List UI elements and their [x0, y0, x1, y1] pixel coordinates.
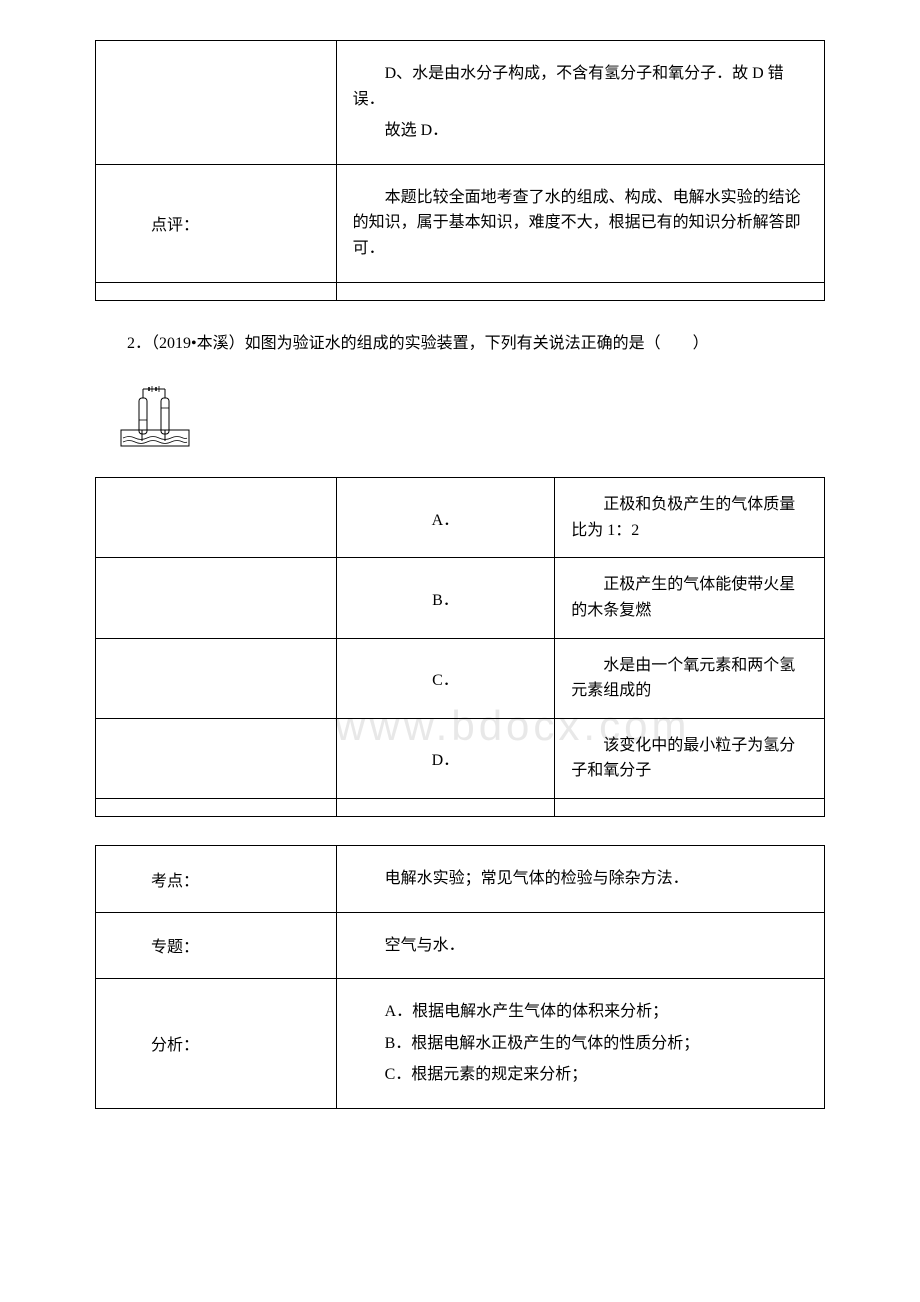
analysis-c-text: C．根据元素的规定来分析；: [353, 1062, 808, 1088]
exam-point-content: 电解水实验；常见气体的检验与除杂方法．: [336, 845, 824, 912]
table1-row2-content: 本题比较全面地考查了水的组成、构成、电解水实验的结论的知识，属于基本知识，难度不…: [336, 164, 824, 282]
exam-point-text: 电解水实验；常见气体的检验与除杂方法．: [353, 866, 808, 892]
empty-cell: [555, 798, 825, 816]
analysis-content: A．根据电解水产生气体的体积来分析； B．根据电解水正极产生的气体的性质分析； …: [336, 979, 824, 1109]
option-b-letter: B．: [336, 558, 555, 638]
option-d-letter: D．: [336, 718, 555, 798]
exam-point-label: 考点：: [96, 845, 337, 912]
option-c-spacer: [96, 638, 337, 718]
options-table: A． 正极和负极产生的气体质量比为 1：2 B． 正极产生的气体能使带火星的木条…: [95, 477, 825, 817]
option-d-text-cell: 该变化中的最小粒子为氢分子和氧分子: [555, 718, 825, 798]
option-a-text: 正极和负极产生的气体质量比为 1：2: [571, 492, 808, 543]
table1-row2-label: 点评：: [96, 164, 337, 282]
table1-row1-content: D、水是由水分子构成，不含有氢分子和氧分子．故 D 错误． 故选 D．: [336, 41, 824, 165]
topic-label: 专题：: [96, 912, 337, 979]
review-text: 本题比较全面地考查了水的组成、构成、电解水实验的结论的知识，属于基本知识，难度不…: [353, 185, 808, 262]
analysis-label: 分析：: [96, 979, 337, 1109]
topic-text: 空气与水．: [353, 933, 808, 959]
electrolysis-apparatus-diagram: [115, 384, 200, 459]
analysis-table: 考点： 电解水实验；常见气体的检验与除杂方法． 专题： 空气与水． 分析： A．…: [95, 845, 825, 1109]
d-option-text: D、水是由水分子构成，不含有氢分子和氧分子．故 D 错误．: [353, 61, 808, 112]
empty-cell: [336, 798, 555, 816]
option-b-spacer: [96, 558, 337, 638]
question-2-text: 2．（2019•本溪）如图为验证水的组成的实验装置，下列有关说法正确的是（ ）: [95, 331, 825, 357]
option-d-text: 该变化中的最小粒子为氢分子和氧分子: [571, 733, 808, 784]
option-c-text-cell: 水是由一个氧元素和两个氢元素组成的: [555, 638, 825, 718]
option-a-spacer: [96, 478, 337, 558]
conclusion-text: 故选 D．: [353, 118, 808, 144]
empty-cell: [96, 798, 337, 816]
option-d-spacer: [96, 718, 337, 798]
topic-content: 空气与水．: [336, 912, 824, 979]
option-c-letter: C．: [336, 638, 555, 718]
option-b-text: 正极产生的气体能使带火星的木条复燃: [571, 572, 808, 623]
answer-table-1: D、水是由水分子构成，不含有氢分子和氧分子．故 D 错误． 故选 D． 点评： …: [95, 40, 825, 301]
option-a-text-cell: 正极和负极产生的气体质量比为 1：2: [555, 478, 825, 558]
option-b-text-cell: 正极产生的气体能使带火星的木条复燃: [555, 558, 825, 638]
empty-cell: [336, 282, 824, 300]
table1-row1-label: [96, 41, 337, 165]
analysis-a-text: A．根据电解水产生气体的体积来分析；: [353, 999, 808, 1025]
empty-cell: [96, 282, 337, 300]
option-a-letter: A．: [336, 478, 555, 558]
option-c-text: 水是由一个氧元素和两个氢元素组成的: [571, 653, 808, 704]
analysis-b-text: B．根据电解水正极产生的气体的性质分析；: [353, 1031, 808, 1057]
